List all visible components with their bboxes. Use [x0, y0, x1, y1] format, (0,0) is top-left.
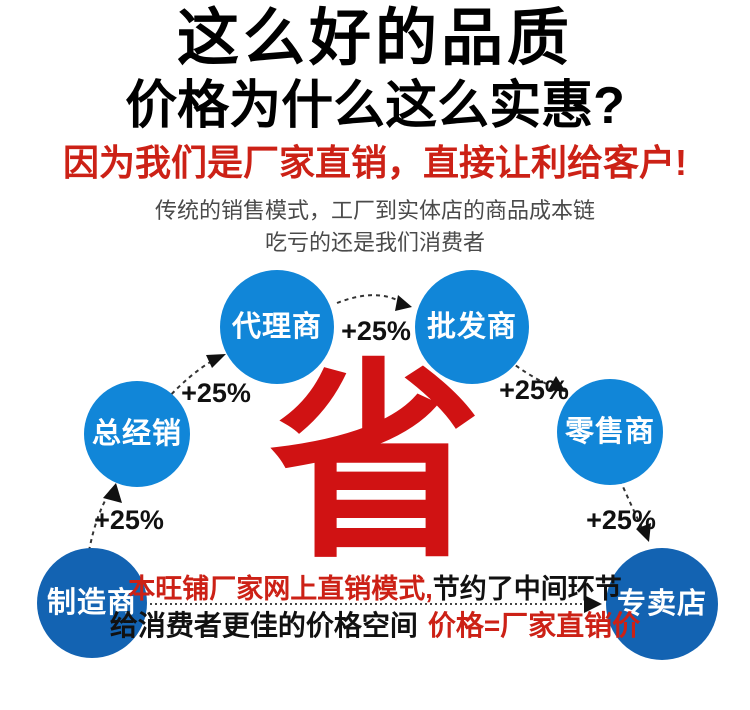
node-manufacturer: 制造商 — [37, 548, 147, 658]
arrowhead-agent-to-wholesaler — [395, 295, 412, 311]
arrow-distributor-to-agent — [165, 360, 213, 401]
page-title-line2: 价格为什么这么实惠? — [125, 77, 625, 135]
arrowhead-wholesaler-to-retailer — [548, 376, 566, 392]
markup-label-wholesaler-retailer: +25% — [499, 375, 569, 405]
node-retailer-label: 零售商 — [564, 415, 655, 448]
bottom-note-line2: 给消费者更佳的价格空间 价格=厂家直销价 — [0, 610, 750, 642]
markup-label-manufacturer-distributor: +25% — [94, 505, 164, 535]
arrowhead-manufacturer-to-distributor — [103, 483, 122, 503]
markup-label-distributor-agent: +25% — [181, 378, 251, 408]
page-title-line1: 这么好的品质 — [176, 4, 573, 73]
save-character: 省 — [269, 345, 482, 582]
bottom-note-line2-red: 价格=厂家直销价 — [427, 610, 641, 641]
arrow-agent-to-wholesaler — [336, 294, 398, 304]
node-general-distributor: 总经销 — [84, 381, 190, 487]
arrow-retailer-to-store — [619, 479, 643, 529]
arrowhead-retailer-to-store — [636, 523, 651, 542]
node-specialty-store: 专卖店 — [606, 548, 718, 660]
node-agent-label: 代理商 — [231, 310, 322, 343]
markup-label-retailer-store: +25% — [586, 505, 656, 535]
node-wholesaler: 批发商 — [415, 270, 529, 384]
subtitle-line1: 传统的销售模式，工厂到实体店的商品成本链 — [154, 198, 595, 223]
node-retailer: 零售商 — [557, 379, 663, 485]
node-general-distributor-label: 总经销 — [91, 417, 182, 450]
subtitle-line2: 吃亏的还是我们消费者 — [264, 230, 485, 255]
bottom-note-line2-black: 给消费者更佳的价格空间 — [109, 610, 418, 641]
arrowhead-manufacturer-to-store-direct — [584, 595, 602, 613]
factory-direct-banner: 因为我们是厂家直销，直接让利给客户! — [63, 142, 687, 183]
markup-label-agent-wholesaler: +25% — [341, 316, 411, 346]
node-specialty-store-label: 专卖店 — [616, 587, 707, 620]
bottom-note-line1-red: 本旺铺厂家网上直销模式, — [128, 574, 433, 604]
node-agent: 代理商 — [220, 270, 334, 384]
arrow-wholesaler-to-retailer — [502, 355, 550, 386]
bottom-note-line1-black: 节约了中间环节 — [432, 574, 622, 604]
node-manufacturer-label: 制造商 — [46, 586, 137, 619]
bottom-note-line1: 本旺铺厂家网上直销模式,节约了中间环节 — [0, 574, 750, 604]
node-wholesaler-label: 批发商 — [426, 310, 517, 343]
arrowhead-distributor-to-agent — [206, 354, 226, 368]
